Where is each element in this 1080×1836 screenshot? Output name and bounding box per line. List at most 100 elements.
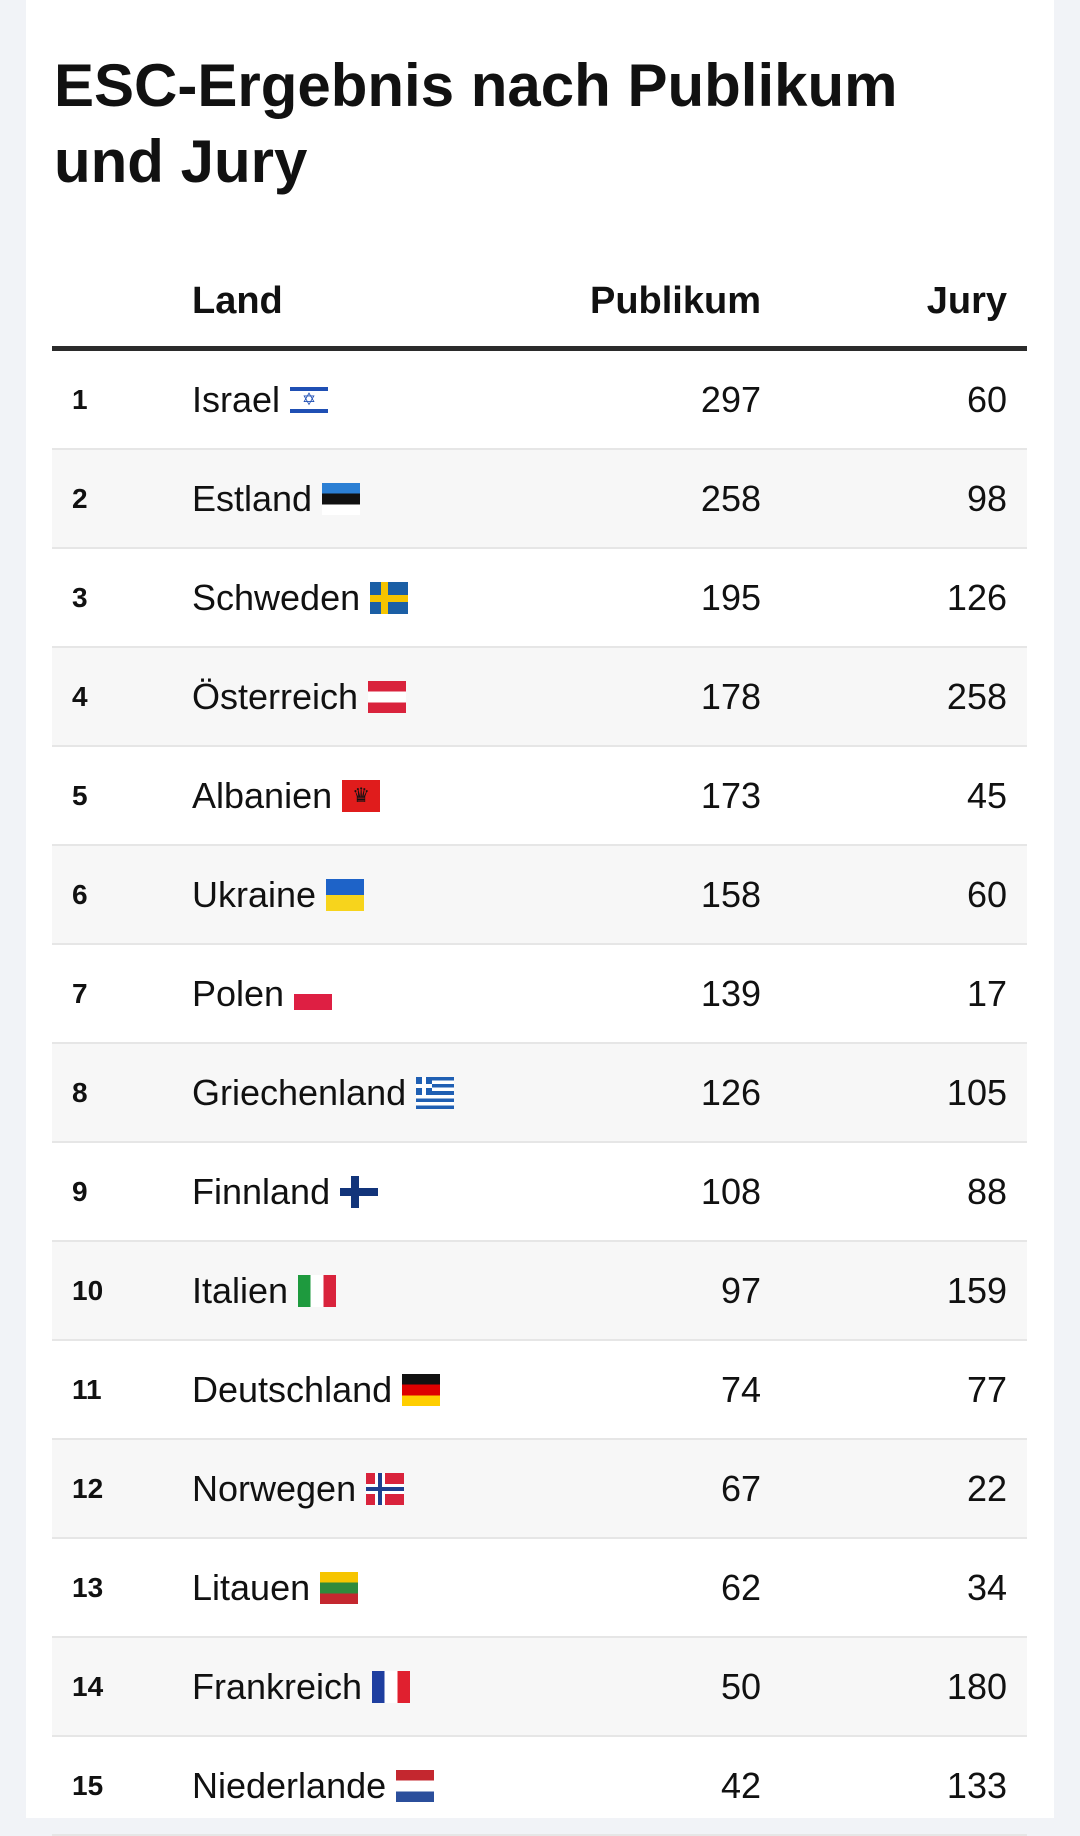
publikum-cell: 74: [720, 1369, 761, 1410]
austria-flag-icon: [368, 680, 407, 713]
table-row: 8 Griechenland 126 105: [52, 1044, 1027, 1143]
jury-cell: 105: [946, 1072, 1007, 1113]
country-cell: Norwegen: [192, 1440, 405, 1537]
france-flag-icon: [372, 1670, 411, 1703]
table-row: 11 Deutschland 74 77: [52, 1341, 1027, 1440]
table-row: 3 Schweden 195 126: [52, 549, 1027, 648]
publikum-cell: 50: [720, 1666, 761, 1707]
table-row: 15 Niederlande 42 133: [52, 1737, 1027, 1836]
page-title: ESC-Ergebnis nach Publikum und Jury: [54, 52, 898, 195]
rank-cell: 4: [72, 681, 88, 712]
country-name: Albanien: [192, 775, 333, 816]
table-row: 2 Estland 258 98: [52, 450, 1027, 549]
country-name: Israel: [192, 379, 281, 420]
jury-cell: 258: [946, 676, 1007, 717]
estonia-flag-icon: [322, 482, 361, 515]
germany-flag-icon: [402, 1373, 441, 1406]
jury-cell: 180: [946, 1666, 1007, 1707]
jury-cell: 98: [966, 478, 1007, 519]
rank-cell: 9: [72, 1176, 88, 1207]
rank-cell: 13: [72, 1572, 104, 1603]
netherlands-flag-icon: [396, 1769, 435, 1802]
table-header: Land Publikum Jury: [52, 258, 1027, 351]
table-row: 10 Italien 97 159: [52, 1242, 1027, 1341]
jury-cell: 159: [946, 1270, 1007, 1311]
country-cell: Estland: [192, 450, 361, 547]
rank-cell: 14: [72, 1671, 104, 1702]
column-header-publikum[interactable]: Publikum: [589, 280, 761, 322]
country-name: Deutschland: [192, 1369, 393, 1410]
country-cell: Österreich: [192, 648, 407, 745]
jury-cell: 133: [946, 1765, 1007, 1806]
table-row: 12 Norwegen 67 22: [52, 1440, 1027, 1539]
country-cell: Frankreich: [192, 1638, 411, 1735]
poland-flag-icon: [294, 977, 333, 1010]
publikum-cell: 42: [720, 1765, 761, 1806]
publikum-cell: 258: [700, 478, 761, 519]
publikum-cell: 195: [700, 577, 761, 618]
country-cell: Schweden: [192, 549, 409, 646]
rank-cell: 1: [72, 384, 88, 415]
ukraine-flag-icon: [326, 878, 365, 911]
sweden-flag-icon: [370, 581, 409, 614]
jury-cell: 60: [966, 379, 1007, 420]
table-row: 9 Finnland 108 88: [52, 1143, 1027, 1242]
country-name: Finnland: [192, 1171, 331, 1212]
rank-cell: 7: [72, 978, 88, 1009]
publikum-cell: 97: [720, 1270, 761, 1311]
country-name: Italien: [192, 1270, 289, 1311]
finland-flag-icon: [340, 1175, 379, 1208]
country-cell: Italien: [192, 1242, 337, 1339]
albania-flag-icon: ♛: [342, 779, 381, 812]
country-cell: Niederlande: [192, 1737, 435, 1834]
rank-cell: 11: [72, 1374, 102, 1405]
israel-flag-icon: ✡: [290, 383, 329, 416]
table-row: 1 Israel ✡ 297 60: [52, 351, 1027, 450]
rank-cell: 6: [72, 879, 88, 910]
country-name: Niederlande: [192, 1765, 387, 1806]
jury-cell: 77: [966, 1369, 1007, 1410]
country-name: Estland: [192, 478, 313, 519]
country-cell: Ukraine: [192, 846, 365, 943]
column-header-land[interactable]: Land: [192, 280, 283, 322]
table-row: 14 Frankreich 50 180: [52, 1638, 1027, 1737]
country-name: Litauen: [192, 1567, 311, 1608]
jury-cell: 34: [966, 1567, 1007, 1608]
lithuania-flag-icon: [320, 1571, 359, 1604]
results-table: Land Publikum Jury 1 Israel ✡ 297 60 2 E…: [52, 258, 1027, 1836]
table-row: 7 Polen 139 17: [52, 945, 1027, 1044]
publikum-cell: 158: [700, 874, 761, 915]
rank-cell: 5: [72, 780, 88, 811]
country-cell: Polen: [192, 945, 333, 1042]
table-row: 5 Albanien ♛ 173 45: [52, 747, 1027, 846]
country-cell: Griechenland: [192, 1044, 455, 1141]
country-name: Norwegen: [192, 1468, 357, 1509]
jury-cell: 60: [966, 874, 1007, 915]
column-header-jury[interactable]: Jury: [926, 280, 1007, 322]
publikum-cell: 126: [700, 1072, 761, 1113]
rank-cell: 12: [72, 1473, 104, 1504]
country-name: Ukraine: [192, 874, 317, 915]
rank-cell: 10: [72, 1275, 104, 1306]
greece-flag-icon: [416, 1076, 455, 1109]
italy-flag-icon: [298, 1274, 337, 1307]
country-cell: Albanien ♛: [192, 747, 381, 844]
rank-cell: 15: [72, 1770, 104, 1801]
country-cell: Deutschland: [192, 1341, 441, 1438]
jury-cell: 126: [946, 577, 1007, 618]
jury-cell: 22: [966, 1468, 1007, 1509]
norway-flag-icon: [366, 1472, 405, 1505]
jury-cell: 17: [966, 973, 1007, 1014]
table-row: 4 Österreich 178 258: [52, 648, 1027, 747]
rank-cell: 2: [72, 483, 88, 514]
country-name: Griechenland: [192, 1072, 407, 1113]
publikum-cell: 178: [700, 676, 761, 717]
country-cell: Finnland: [192, 1143, 379, 1240]
publikum-cell: 108: [700, 1171, 761, 1212]
jury-cell: 45: [966, 775, 1007, 816]
country-cell: Litauen: [192, 1539, 359, 1636]
country-name: Polen: [192, 973, 285, 1014]
publikum-cell: 173: [700, 775, 761, 816]
table-row: 6 Ukraine 158 60: [52, 846, 1027, 945]
jury-cell: 88: [966, 1171, 1007, 1212]
